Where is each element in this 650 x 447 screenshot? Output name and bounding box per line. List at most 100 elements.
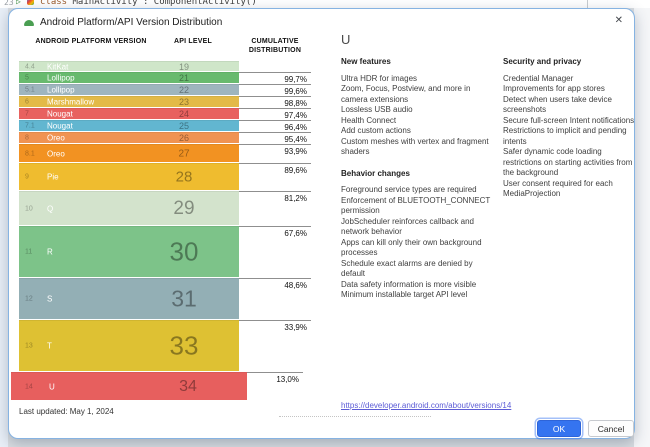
version-name: R [47,247,53,257]
distribution-bar[interactable]: 14 U 34 [11,372,247,401]
api-level-value: 34 [179,377,197,395]
distribution-bar[interactable]: 7 Nougat 24 [19,108,239,120]
version-row-api-29[interactable]: 10 Q 29 81,2% [19,191,311,226]
feature-item: Restrictions to implicit and pending int… [503,126,627,146]
distribution-bar[interactable]: 8 Oreo 26 [19,132,239,144]
cumulative-value: 89,6% [284,166,307,175]
feature-item: Detect when users take device screenshot… [503,94,612,115]
cumulative-cell [239,61,311,72]
version-row-api-34[interactable]: 14 U 34 13,0% [11,372,311,401]
footer-separator [279,416,431,417]
cumulative-value: 99,6% [284,87,307,96]
distribution-bar[interactable]: 8.1 Oreo 27 [19,144,239,163]
version-row-api-22[interactable]: 5.1 Lollipop 22 99,6% [19,84,311,96]
code-line: class MainActivity : ComponentActivity() [40,0,257,7]
distribution-bar[interactable]: 13 T 33 [19,320,239,372]
api-level-value: 33 [169,330,199,361]
versions-link[interactable]: https://developer.android.com/about/vers… [341,401,512,410]
version-number: 7.1 [25,122,35,130]
distribution-bar[interactable]: 9 Pie 28 [19,163,239,191]
api-level-value: 22 [178,85,190,95]
cumulative-cell: 93,9% [239,144,311,163]
version-number: 13 [25,342,33,350]
close-icon[interactable]: ✕ [614,15,623,26]
cumulative-cell: 33,9% [239,320,311,372]
api-level-value: 25 [178,121,190,131]
feature-item: Improvements for app stores [503,84,605,93]
cumulative-value: 96,4% [284,123,307,132]
version-name: T [47,341,52,351]
distribution-rows: 4.4 KitKat 19 5 Lollipop 21 99,7% 5.1 Lollipop 22… [11,61,311,401]
ide-left-background [0,8,8,447]
distribution-bar[interactable]: 5.1 Lollipop 22 [19,84,239,96]
ide-right-background [634,8,650,447]
cumulative-cell: 97,4% [239,108,311,120]
version-name: Marshmallow [47,97,95,107]
version-name: Lollipop [47,73,75,83]
version-row-api-24[interactable]: 7 Nougat 24 97,4% [19,108,311,120]
feature-item: Custom meshes with vertex and fragment s… [341,136,489,157]
distribution-bar[interactable]: 6 Marshmallow 23 [19,96,239,108]
version-row-api-30[interactable]: 11 R 30 67,6% [19,226,311,278]
version-name: KitKat [47,62,69,71]
run-gutter-icon[interactable]: ▷ [16,0,21,6]
version-row-api-23[interactable]: 6 Marshmallow 23 98,8% [19,96,311,108]
version-row-api-27[interactable]: 8.1 Oreo 27 93,9% [19,144,311,163]
details-section: Behavior changes Foreground service types… [341,169,493,301]
distribution-bar[interactable]: 12 S 31 [19,278,239,320]
distribution-bar[interactable]: 7.1 Nougat 25 [19,120,239,132]
ok-button[interactable]: OK [537,420,581,437]
version-number: 11 [25,248,33,256]
distribution-bar[interactable]: 4.4 KitKat 19 [19,61,239,72]
cumulative-value: 99,7% [284,75,307,84]
version-name: Oreo [47,149,65,158]
compose-gutter-icon [27,0,34,5]
distribution-bar[interactable]: 10 Q 29 [19,191,239,226]
api-level-value: 19 [178,61,190,72]
version-name: Lollipop [47,85,75,95]
header-cumulative-distribution: CUMULATIVE DISTRIBUTION [248,38,302,54]
version-distribution-dialog: Android Platform/API Version Distributio… [8,8,635,439]
details-version-title: U [341,32,351,47]
version-number: 12 [25,295,33,303]
api-level-value: 31 [171,285,197,312]
cumulative-cell: 98,8% [239,96,311,108]
version-name: S [47,294,53,304]
feature-item: Safer dynamic code loading restrictions … [503,147,633,177]
details-column-1: New features Ultra HDR for images Zoom, Fo… [341,57,493,312]
api-level-value: 21 [178,73,190,83]
version-row-api-25[interactable]: 7.1 Nougat 25 96,4% [19,120,311,132]
version-number: 8.1 [25,150,35,157]
version-number: 5.1 [25,86,35,94]
feature-item: Data safety information is more visible [341,279,477,289]
cumulative-value: 13,0% [276,375,299,384]
version-row-api-21[interactable]: 5 Lollipop 21 99,7% [19,72,311,84]
last-updated-label: Last updated: May 1, 2024 [19,407,114,416]
version-row-api-31[interactable]: 12 S 31 48,6% [19,278,311,320]
version-number: 9 [25,173,29,181]
feature-item: Credential Manager [503,73,574,83]
section-heading: New features [341,57,391,66]
version-number: 14 [25,383,33,390]
distribution-bar[interactable]: 11 R 30 [19,226,239,278]
feature-item: Zoom, Focus, Postview, and more in camer… [341,84,471,104]
version-name: Oreo [47,133,65,143]
cumulative-cell: 48,6% [239,278,311,320]
version-row-api-33[interactable]: 13 T 33 33,9% [19,320,311,372]
cumulative-cell: 95,4% [239,132,311,144]
version-name: Nougat [47,121,73,131]
version-number: 5 [25,74,29,82]
version-row-api-28[interactable]: 9 Pie 28 89,6% [19,163,311,191]
cancel-button[interactable]: Cancel [588,420,634,437]
cumulative-value: 33,9% [284,323,307,332]
distribution-bar[interactable]: 5 Lollipop 21 [19,72,239,84]
feature-item: Apps can kill only their own background … [341,237,482,258]
version-row-api-26[interactable]: 8 Oreo 26 95,4% [19,132,311,144]
section-heading: Security and privacy [503,57,582,66]
cumulative-cell: 99,7% [239,72,311,84]
android-icon [24,20,34,26]
cumulative-value: 48,6% [284,281,307,290]
version-row-api-19[interactable]: 4.4 KitKat 19 [19,61,311,72]
details-column-2: Security and privacy Credential Manager Im… [503,57,635,211]
